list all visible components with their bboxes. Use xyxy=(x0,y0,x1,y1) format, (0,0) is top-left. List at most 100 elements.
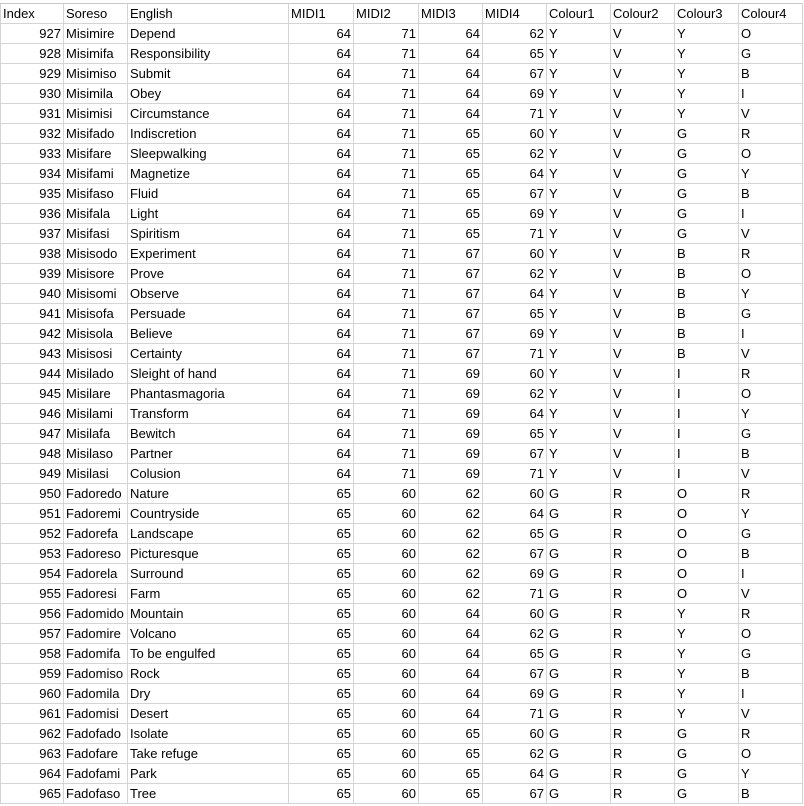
cell-midi2[interactable]: 60 xyxy=(353,583,419,604)
cell-midi2[interactable]: 71 xyxy=(353,343,419,364)
cell-soreso[interactable]: Misisola xyxy=(63,323,128,344)
cell-colour1[interactable]: Y xyxy=(546,263,611,284)
cell-colour4[interactable]: Y xyxy=(738,503,803,524)
cell-midi4[interactable]: 71 xyxy=(482,703,547,724)
cell-soreso[interactable]: Fadofare xyxy=(63,743,128,764)
cell-colour2[interactable]: R xyxy=(610,543,675,564)
cell-midi4[interactable]: 60 xyxy=(482,363,547,384)
cell-midi3[interactable]: 62 xyxy=(418,563,483,584)
cell-index[interactable]: 965 xyxy=(0,783,64,804)
cell-colour1[interactable]: Y xyxy=(546,243,611,264)
cell-midi2[interactable]: 71 xyxy=(353,263,419,284)
cell-midi4[interactable]: 62 xyxy=(482,143,547,164)
cell-colour1[interactable]: G xyxy=(546,723,611,744)
cell-colour3[interactable]: O xyxy=(674,583,739,604)
cell-colour3[interactable]: Y xyxy=(674,103,739,124)
cell-midi1[interactable]: 65 xyxy=(288,603,354,624)
cell-english[interactable]: Dry xyxy=(127,683,289,704)
cell-midi3[interactable]: 65 xyxy=(418,143,483,164)
cell-midi1[interactable]: 64 xyxy=(288,403,354,424)
cell-english[interactable]: Surround xyxy=(127,563,289,584)
cell-colour4[interactable]: V xyxy=(738,463,803,484)
cell-index[interactable]: 947 xyxy=(0,423,64,444)
cell-midi2[interactable]: 60 xyxy=(353,763,419,784)
cell-colour1[interactable]: Y xyxy=(546,23,611,44)
cell-midi1[interactable]: 64 xyxy=(288,183,354,204)
cell-colour3[interactable]: Y xyxy=(674,83,739,104)
cell-colour3[interactable]: Y xyxy=(674,643,739,664)
cell-midi3[interactable]: 65 xyxy=(418,203,483,224)
cell-midi1[interactable]: 64 xyxy=(288,463,354,484)
cell-soreso[interactable]: Fadorefa xyxy=(63,523,128,544)
cell-midi1[interactable]: 65 xyxy=(288,723,354,744)
column-header-midi2[interactable]: MIDI2 xyxy=(353,3,419,24)
cell-soreso[interactable]: Misisodo xyxy=(63,243,128,264)
cell-english[interactable]: Tree xyxy=(127,783,289,804)
cell-midi2[interactable]: 71 xyxy=(353,123,419,144)
cell-midi1[interactable]: 65 xyxy=(288,623,354,644)
cell-colour2[interactable]: V xyxy=(610,203,675,224)
cell-colour2[interactable]: V xyxy=(610,423,675,444)
cell-soreso[interactable]: Fadofaso xyxy=(63,783,128,804)
cell-index[interactable]: 931 xyxy=(0,103,64,124)
cell-colour1[interactable]: G xyxy=(546,623,611,644)
cell-colour4[interactable]: G xyxy=(738,303,803,324)
cell-english[interactable]: Nature xyxy=(127,483,289,504)
cell-soreso[interactable]: Misilasi xyxy=(63,463,128,484)
cell-colour2[interactable]: R xyxy=(610,763,675,784)
column-header-midi4[interactable]: MIDI4 xyxy=(482,3,547,24)
cell-colour3[interactable]: I xyxy=(674,463,739,484)
cell-soreso[interactable]: Misimiso xyxy=(63,63,128,84)
cell-english[interactable]: Indiscretion xyxy=(127,123,289,144)
cell-colour1[interactable]: Y xyxy=(546,83,611,104)
cell-colour2[interactable]: V xyxy=(610,103,675,124)
cell-midi1[interactable]: 64 xyxy=(288,363,354,384)
cell-colour3[interactable]: Y xyxy=(674,663,739,684)
cell-midi4[interactable]: 67 xyxy=(482,443,547,464)
cell-index[interactable]: 946 xyxy=(0,403,64,424)
cell-midi4[interactable]: 67 xyxy=(482,63,547,84)
cell-colour2[interactable]: R xyxy=(610,683,675,704)
cell-colour2[interactable]: V xyxy=(610,23,675,44)
cell-soreso[interactable]: Misifado xyxy=(63,123,128,144)
cell-english[interactable]: Landscape xyxy=(127,523,289,544)
cell-midi1[interactable]: 65 xyxy=(288,503,354,524)
cell-english[interactable]: To be engulfed xyxy=(127,643,289,664)
cell-colour3[interactable]: G xyxy=(674,783,739,804)
cell-colour3[interactable]: I xyxy=(674,443,739,464)
cell-colour1[interactable]: Y xyxy=(546,403,611,424)
cell-colour2[interactable]: V xyxy=(610,243,675,264)
cell-colour2[interactable]: V xyxy=(610,123,675,144)
cell-soreso[interactable]: Fadoremi xyxy=(63,503,128,524)
cell-colour1[interactable]: Y xyxy=(546,223,611,244)
cell-colour2[interactable]: R xyxy=(610,583,675,604)
cell-colour2[interactable]: V xyxy=(610,383,675,404)
cell-midi4[interactable]: 64 xyxy=(482,403,547,424)
cell-colour2[interactable]: V xyxy=(610,263,675,284)
cell-midi3[interactable]: 65 xyxy=(418,763,483,784)
cell-colour3[interactable]: O xyxy=(674,503,739,524)
cell-midi2[interactable]: 71 xyxy=(353,63,419,84)
cell-index[interactable]: 941 xyxy=(0,303,64,324)
cell-colour1[interactable]: Y xyxy=(546,123,611,144)
cell-index[interactable]: 956 xyxy=(0,603,64,624)
cell-index[interactable]: 935 xyxy=(0,183,64,204)
cell-colour4[interactable]: V xyxy=(738,103,803,124)
cell-colour4[interactable]: R xyxy=(738,243,803,264)
cell-midi1[interactable]: 64 xyxy=(288,43,354,64)
cell-colour1[interactable]: G xyxy=(546,703,611,724)
cell-soreso[interactable]: Fadoresi xyxy=(63,583,128,604)
cell-english[interactable]: Sleepwalking xyxy=(127,143,289,164)
cell-midi3[interactable]: 62 xyxy=(418,543,483,564)
cell-midi1[interactable]: 65 xyxy=(288,703,354,724)
cell-colour1[interactable]: G xyxy=(546,743,611,764)
cell-colour4[interactable]: O xyxy=(738,143,803,164)
cell-colour4[interactable]: Y xyxy=(738,403,803,424)
cell-soreso[interactable]: Fadoredo xyxy=(63,483,128,504)
cell-english[interactable]: Rock xyxy=(127,663,289,684)
cell-colour1[interactable]: Y xyxy=(546,163,611,184)
cell-colour3[interactable]: G xyxy=(674,163,739,184)
cell-index[interactable]: 932 xyxy=(0,123,64,144)
cell-midi3[interactable]: 62 xyxy=(418,483,483,504)
cell-midi3[interactable]: 64 xyxy=(418,603,483,624)
